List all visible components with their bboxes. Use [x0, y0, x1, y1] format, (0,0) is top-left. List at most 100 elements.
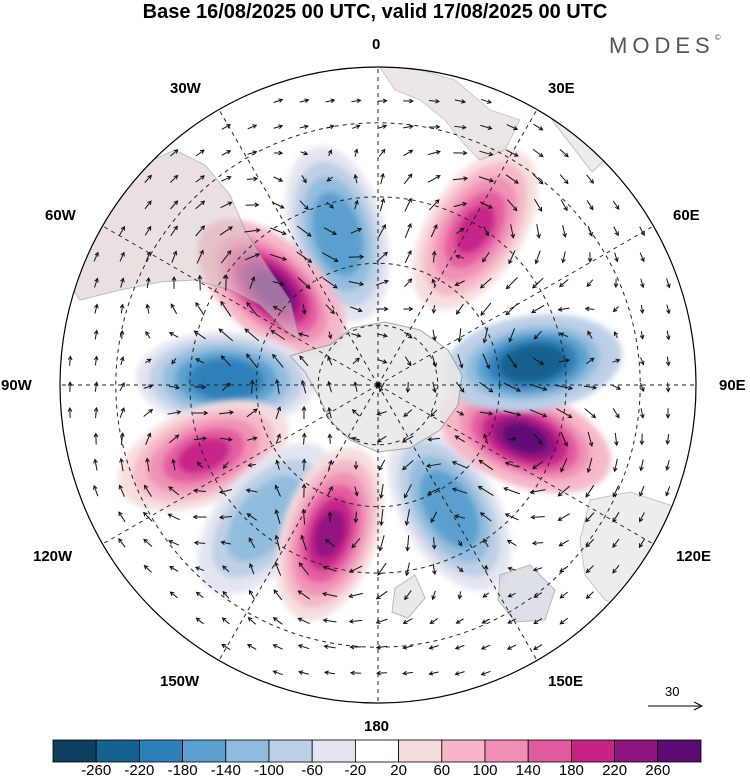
wind-arrow [557, 485, 570, 497]
wind-arrow [326, 201, 334, 209]
wind-arrow [167, 410, 182, 415]
wind-arrow [220, 201, 233, 209]
wind-arrow [403, 149, 414, 157]
wind-arrow [533, 330, 542, 340]
wind-arrow [244, 328, 260, 342]
wind-arrow [67, 381, 73, 392]
wind-arrow [427, 436, 440, 442]
wind-arrow [119, 382, 125, 392]
wind-arrow [375, 644, 388, 650]
wind-arrow [300, 150, 309, 156]
wind-arrow [220, 540, 231, 546]
wind-arrow [220, 436, 233, 442]
wind-arrow [299, 124, 309, 130]
colorbar-swatch [311, 739, 356, 763]
wind-arrow [348, 281, 365, 287]
wind-arrow [144, 484, 152, 497]
wind-arrow [613, 432, 619, 447]
south-pole-marker [375, 382, 381, 388]
wind-arrow [322, 277, 338, 289]
wind-arrow [271, 201, 285, 209]
wind-arrow [349, 644, 362, 650]
wind-arrow [639, 485, 645, 497]
wind-arrow [350, 227, 363, 234]
wind-arrow [483, 433, 489, 444]
wind-arrow [587, 225, 593, 237]
wind-arrow [378, 223, 386, 238]
wind-arrow [428, 199, 440, 211]
wind-arrow [296, 225, 312, 237]
wind-arrow [379, 197, 386, 212]
colorbar-swatch [268, 739, 313, 763]
wind-arrow [195, 225, 206, 237]
wind-arrow [612, 200, 620, 210]
wind-arrow [479, 411, 494, 416]
wind-arrow [482, 252, 490, 263]
wind-arrow [506, 124, 519, 131]
lon-label-30e: 30E [548, 80, 575, 97]
wind-arrow [247, 124, 258, 130]
wind-arrow [454, 435, 466, 443]
wind-arrow [454, 124, 467, 130]
wind-arrow [533, 644, 543, 651]
wind-arrow [402, 670, 413, 676]
map-title: Base 16/08/2025 00 UTC, valid 17/08/2025… [142, 1, 608, 23]
map-boundary [59, 66, 697, 704]
wind-arrow [480, 124, 493, 130]
wind-arrow [404, 197, 412, 212]
colorbar-label: 60 [433, 762, 451, 779]
modes-logo: MODES© [609, 33, 721, 59]
wind-arrow [405, 535, 410, 552]
wind-arrow [559, 565, 569, 573]
wind-arrow [245, 202, 260, 208]
wind-arrow [403, 124, 414, 130]
wind-arrow [428, 150, 441, 155]
wind-arrow [221, 124, 232, 130]
wind-arrow [432, 381, 437, 394]
wind-arrow [301, 405, 307, 420]
colorbar-label: -180 [167, 762, 198, 779]
wind-arrow [477, 485, 494, 496]
wind-arrow [585, 357, 595, 365]
wind-arrow [376, 306, 389, 312]
wind-arrow [94, 277, 99, 288]
meridian-line [377, 109, 538, 386]
wind-arrow [533, 592, 543, 598]
wind-arrow [353, 173, 359, 184]
wind-arrow [323, 670, 336, 676]
reference-vector-label: 30 [665, 684, 680, 699]
wind-arrow [508, 250, 516, 265]
wind-arrow [273, 176, 284, 182]
wind-arrow [665, 382, 671, 393]
wind-arrow [401, 435, 414, 443]
wind-arrow [93, 458, 98, 471]
wind-arrow [507, 618, 517, 624]
wind-arrow [431, 537, 437, 550]
wind-arrow [120, 277, 125, 288]
wind-arrow [587, 431, 594, 447]
wind-arrow [247, 436, 258, 441]
wind-arrow [612, 306, 619, 313]
meridian-line [377, 384, 654, 545]
wind-arrow [327, 355, 333, 366]
wind-arrow [192, 488, 207, 494]
wind-arrow [584, 306, 595, 312]
wind-arrow [587, 330, 593, 339]
wind-arrow [351, 409, 360, 417]
wind-arrow [194, 566, 205, 572]
wind-arrow [119, 225, 125, 236]
wind-arrow [403, 306, 414, 312]
meridian-line [377, 225, 654, 386]
wind-arrow [507, 566, 516, 572]
wind-arrow [559, 174, 569, 185]
wind-arrow [402, 645, 413, 650]
wind-arrow [560, 458, 568, 473]
wind-arrow [457, 354, 464, 369]
wind-arrow [456, 566, 464, 573]
wind-arrow [479, 381, 494, 393]
wind-arrow [612, 538, 620, 548]
meridian-line [218, 384, 379, 661]
wind-arrow [531, 540, 544, 546]
anomaly-high-south-africa [412, 148, 538, 310]
wind-arrow [323, 227, 337, 235]
